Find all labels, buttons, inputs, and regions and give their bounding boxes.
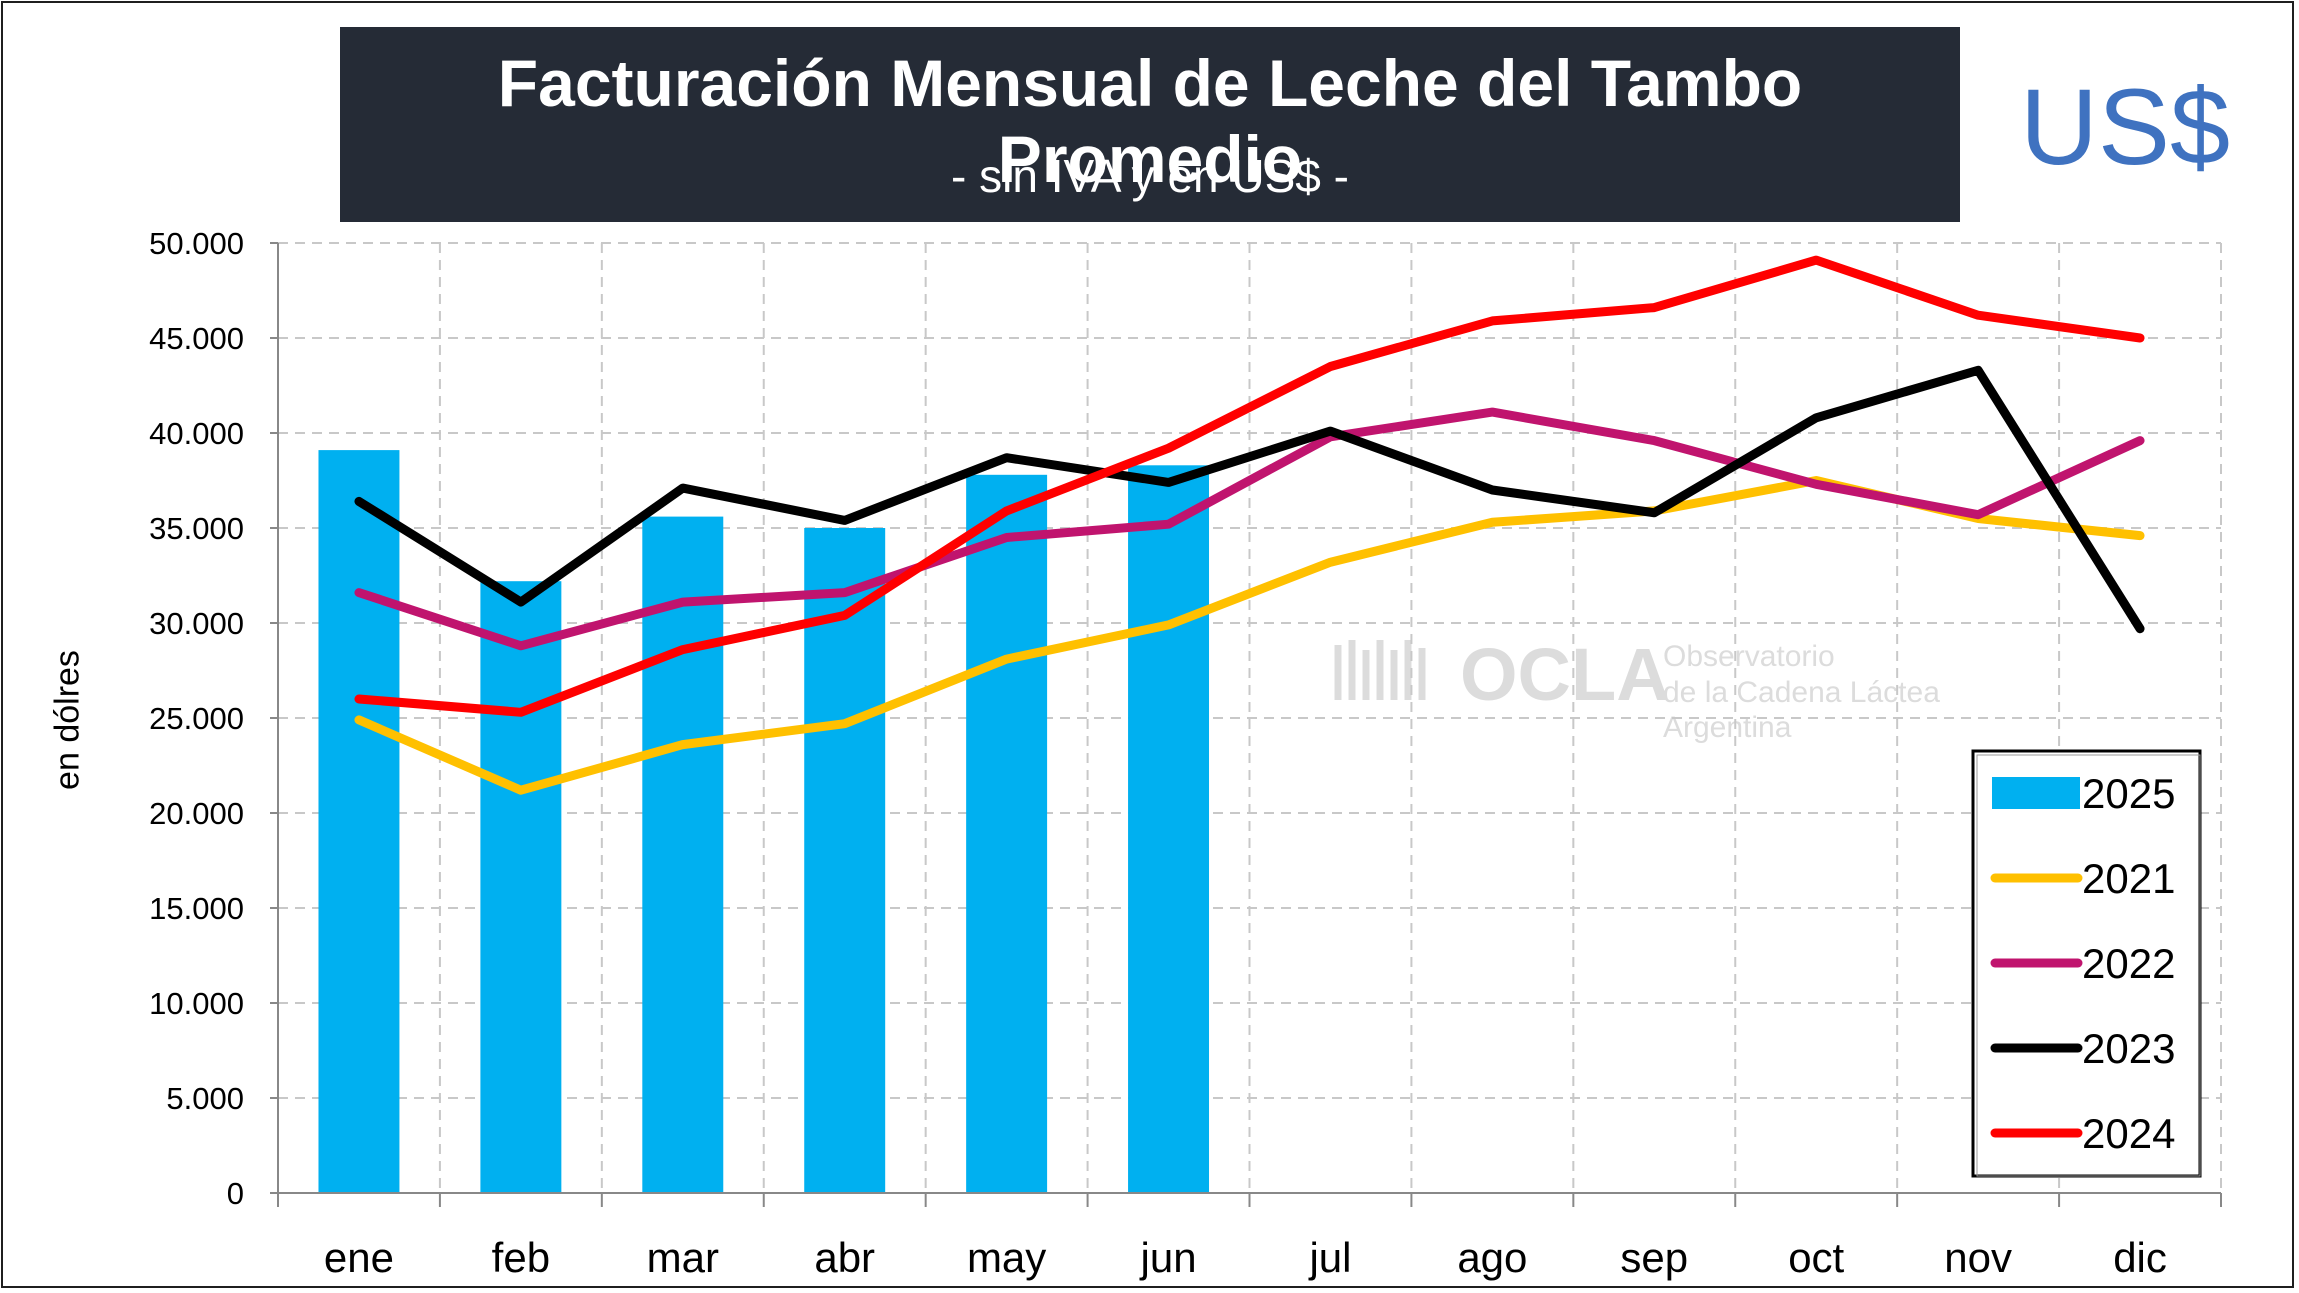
bar-2025-jun (1128, 465, 1210, 1193)
x-tick-label: ago (1457, 1234, 1527, 1281)
grid-lines (278, 242, 2222, 1193)
legend-label-2025: 2025 (2082, 770, 2175, 817)
legend-label-2022: 2022 (2082, 940, 2175, 987)
watermark-line2: de la Cadena Láctea (1663, 676, 1940, 709)
currency-badge: US$ (2020, 66, 2231, 187)
y-axis-ticks: 0 5.000 10.000 15.000 20.000 25.000 30.000 35.0… (149, 226, 278, 1211)
legend: 2025 2021 2022 2023 2024 (1971, 749, 2202, 1178)
y-tick-label: 20.000 (149, 796, 244, 831)
x-tick-label: mar (647, 1234, 719, 1281)
title-banner: Facturación Mensual de Leche del Tambo P… (340, 27, 1960, 222)
line-series-2024 (354, 255, 2145, 717)
x-tick-label: jun (1139, 1234, 1197, 1281)
y-tick-label: 40.000 (149, 416, 244, 451)
ocla-logo-icon (1334, 640, 1426, 700)
chart-title: Facturación Mensual de Leche del Tambo P… (497, 46, 1803, 196)
x-tick-label: ene (324, 1234, 394, 1281)
bar-2025-ene (318, 450, 400, 1194)
legend-label-2023: 2023 (2082, 1025, 2175, 1072)
legend-inner-border (1976, 754, 2201, 1177)
bar-2025-abr (804, 528, 886, 1193)
bar-series (318, 450, 1210, 1194)
legend-swatch-2025 (1992, 777, 2080, 809)
x-tick-label: nov (1944, 1234, 2012, 1281)
x-tick-label: dic (2113, 1234, 2167, 1281)
bar-2025-may (966, 474, 1048, 1193)
line-series (354, 255, 2145, 795)
x-axis-ticks: ene feb mar abr may jun jul ago sep oct nov dic (277, 1193, 2222, 1281)
legend-label-2021: 2021 (2082, 855, 2175, 902)
line-series-2023 (354, 365, 2145, 634)
watermark-line1: Observatorio (1663, 640, 1835, 673)
y-tick-label: 35.000 (149, 511, 244, 546)
y-tick-label: 5.000 (166, 1081, 244, 1116)
bar-2025-feb (480, 581, 562, 1193)
y-tick-label: 10.000 (149, 986, 244, 1021)
x-tick-label: oct (1788, 1234, 1844, 1281)
line-series-2022 (354, 407, 2145, 651)
x-tick-label: may (967, 1234, 1046, 1281)
x-tick-label: sep (1620, 1234, 1688, 1281)
legend-label-2024: 2024 (2082, 1110, 2175, 1157)
x-tick-label: abr (814, 1234, 875, 1281)
y-tick-label: 25.000 (149, 701, 244, 736)
watermark-logo-text: OCLA (1460, 633, 1670, 716)
x-tick-label: feb (492, 1234, 550, 1281)
chart-subtitle: - sin IVA y en US$ - (951, 150, 1349, 202)
y-tick-label: 0 (227, 1176, 244, 1211)
y-tick-label: 45.000 (149, 321, 244, 356)
bar-2025-mar (642, 516, 724, 1193)
ocla-watermark: OCLA Observatorio de la Cadena Láctea Ar… (1334, 633, 1940, 744)
x-tick-label: jul (1307, 1234, 1351, 1281)
watermark-line3: Argentina (1663, 711, 1792, 744)
y-tick-label: 15.000 (149, 891, 244, 926)
y-tick-label: 30.000 (149, 606, 244, 641)
y-tick-label: 50.000 (149, 226, 244, 261)
